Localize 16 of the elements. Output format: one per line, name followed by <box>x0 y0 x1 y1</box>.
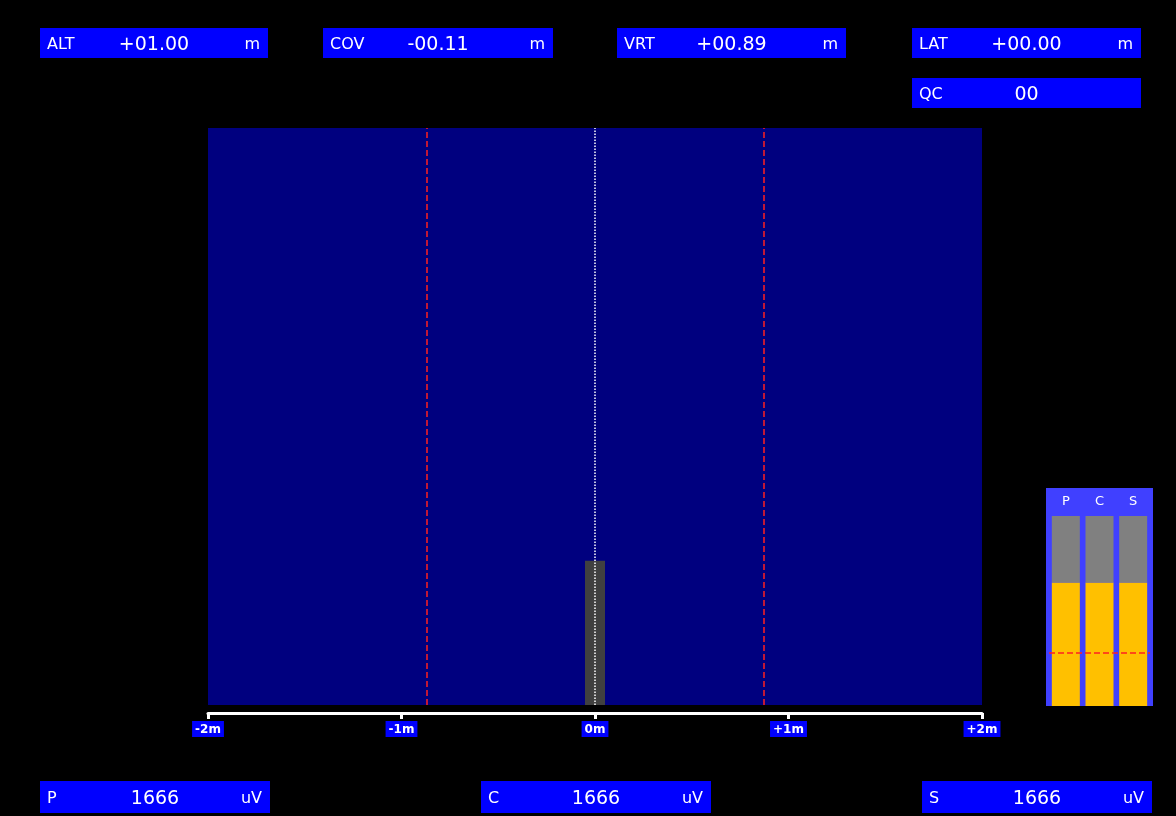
x-tick-label: -1m <box>388 722 415 736</box>
text: ALT +01.00 m <box>47 32 260 54</box>
x-tick-label: +2m <box>966 722 998 736</box>
text: C 1666 uV <box>488 786 703 808</box>
text: VRT +00.89 m <box>624 32 838 54</box>
text: LAT +00.00 m <box>919 32 1133 54</box>
text: QC 00 <box>919 82 1039 104</box>
x-tick-label: S <box>1129 493 1138 508</box>
x-tick-label: P <box>1061 493 1070 508</box>
x-tick-label: +1m <box>773 722 804 736</box>
x-tick-label: -2m <box>195 722 221 736</box>
text: P 1666 uV <box>47 786 262 808</box>
x-tick-label: C <box>1094 493 1105 508</box>
x-tick-label: 0m <box>584 722 606 736</box>
text: S 1666 uV <box>929 786 1144 808</box>
text: COV -00.11 m <box>330 32 545 54</box>
